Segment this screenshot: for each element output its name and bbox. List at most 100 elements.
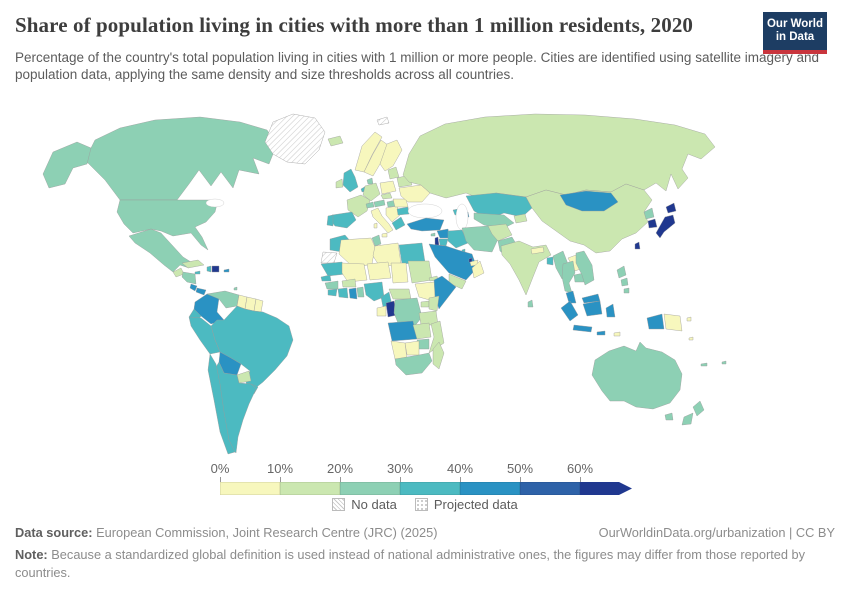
country-namibia[interactable] bbox=[390, 340, 408, 360]
country-gabon[interactable] bbox=[376, 305, 387, 317]
country-solomon-islands[interactable] bbox=[688, 336, 694, 341]
country-ghana[interactable] bbox=[348, 287, 358, 300]
country-vietnam[interactable] bbox=[575, 250, 595, 286]
country-chile[interactable] bbox=[207, 353, 236, 455]
country-south-korea[interactable] bbox=[647, 218, 658, 229]
country-sudan[interactable] bbox=[407, 260, 433, 284]
country-denmark[interactable] bbox=[366, 177, 374, 185]
country-united-states[interactable] bbox=[116, 199, 219, 251]
country-tunisia[interactable] bbox=[371, 234, 382, 247]
country-timor[interactable] bbox=[613, 331, 621, 337]
country-japan-hokkaido[interactable] bbox=[665, 202, 677, 214]
owid-url-link[interactable]: OurWorldinData.org/urbanization | CC BY bbox=[598, 525, 835, 540]
country-thailand[interactable] bbox=[561, 260, 576, 294]
country-png-islands[interactable] bbox=[686, 316, 692, 322]
country-south-africa[interactable] bbox=[394, 352, 433, 376]
country-france[interactable] bbox=[346, 194, 371, 218]
country-western-sahara[interactable] bbox=[320, 251, 338, 264]
country-iceland[interactable] bbox=[327, 135, 344, 147]
projected-data-key[interactable]: Projected data bbox=[414, 497, 518, 512]
country-poland[interactable] bbox=[379, 180, 397, 195]
country-austria[interactable] bbox=[373, 199, 386, 208]
legend-bin-40-50%[interactable] bbox=[460, 482, 520, 495]
country-alaska[interactable] bbox=[42, 141, 92, 189]
country-bangladesh[interactable] bbox=[546, 256, 554, 266]
country-afghanistan[interactable] bbox=[487, 223, 513, 242]
country-chad[interactable] bbox=[390, 262, 409, 284]
country-north-korea[interactable] bbox=[643, 207, 655, 220]
country-united-kingdom[interactable] bbox=[342, 168, 359, 193]
country-botswana[interactable] bbox=[404, 340, 420, 356]
country-niger[interactable] bbox=[366, 261, 392, 281]
world-choropleth-map[interactable] bbox=[25, 112, 835, 462]
country-costa-rica[interactable] bbox=[189, 283, 198, 292]
country-malaysia[interactable] bbox=[565, 290, 577, 304]
country-taiwan[interactable] bbox=[634, 241, 641, 250]
country-russia[interactable] bbox=[402, 113, 716, 200]
country-kenya[interactable] bbox=[428, 295, 440, 312]
country-burkina-faso[interactable] bbox=[341, 278, 357, 288]
country-indonesia-sulawesi[interactable] bbox=[605, 303, 616, 318]
country-new-zealand-north[interactable] bbox=[692, 400, 705, 417]
country-sicily[interactable] bbox=[381, 232, 388, 238]
country-germany[interactable] bbox=[362, 182, 381, 202]
country-turkey[interactable] bbox=[406, 217, 445, 232]
country-togo-benin[interactable] bbox=[356, 286, 365, 298]
country-mali[interactable] bbox=[341, 262, 368, 283]
country-philippines[interactable] bbox=[616, 265, 627, 279]
legend-bin-60%+[interactable] bbox=[580, 482, 632, 495]
country-somalia[interactable] bbox=[433, 275, 457, 310]
country-japan[interactable] bbox=[655, 214, 676, 239]
country-mexico[interactable] bbox=[128, 228, 192, 273]
country-fiji[interactable] bbox=[721, 360, 727, 365]
country-oman[interactable] bbox=[471, 260, 485, 279]
country-indonesia-papua[interactable] bbox=[646, 313, 665, 330]
country-sri-lanka[interactable] bbox=[527, 299, 534, 308]
country-spain[interactable] bbox=[329, 211, 357, 229]
country-iraq[interactable] bbox=[447, 229, 469, 249]
country-indonesia-java[interactable] bbox=[572, 324, 593, 333]
country-haiti[interactable] bbox=[206, 265, 212, 273]
country-indonesia-sumatra[interactable] bbox=[560, 300, 579, 322]
country-senegal[interactable] bbox=[320, 274, 332, 282]
country-honduras[interactable] bbox=[181, 271, 197, 285]
no-data-key[interactable]: No data bbox=[332, 497, 397, 512]
country-sardinia[interactable] bbox=[373, 222, 378, 229]
country-china[interactable] bbox=[525, 183, 653, 254]
legend-bin-10-20%[interactable] bbox=[280, 482, 340, 495]
country-yemen[interactable] bbox=[448, 273, 467, 290]
country-philippines-3[interactable] bbox=[623, 287, 630, 294]
country-madagascar[interactable] bbox=[432, 341, 445, 370]
country-philippines-2[interactable] bbox=[620, 277, 629, 287]
legend-bin-20-30%[interactable] bbox=[340, 482, 400, 495]
country-new-zealand-south[interactable] bbox=[681, 412, 694, 426]
country-paraguay[interactable] bbox=[236, 370, 252, 384]
country-cuba[interactable] bbox=[181, 259, 205, 269]
country-canada[interactable] bbox=[84, 116, 278, 201]
country-tasmania[interactable] bbox=[664, 412, 674, 421]
country-ivory-coast[interactable] bbox=[337, 287, 349, 299]
legend-bin-30-40%[interactable] bbox=[400, 482, 460, 495]
country-central-african-republic[interactable] bbox=[388, 288, 412, 300]
country-nigeria[interactable] bbox=[363, 281, 385, 302]
country-czechia[interactable] bbox=[380, 192, 393, 200]
country-zambia[interactable] bbox=[412, 322, 432, 340]
country-switzerland[interactable] bbox=[365, 201, 375, 209]
country-india[interactable] bbox=[500, 240, 552, 296]
country-bulgaria[interactable] bbox=[396, 206, 410, 216]
country-uganda[interactable] bbox=[420, 300, 430, 308]
country-greece[interactable] bbox=[391, 216, 406, 231]
country-angola[interactable] bbox=[387, 320, 418, 342]
country-indonesia-kalimantan[interactable] bbox=[582, 300, 603, 317]
country-sierra-leone[interactable] bbox=[327, 288, 338, 297]
country-libya[interactable] bbox=[372, 242, 402, 268]
country-cyprus[interactable] bbox=[430, 232, 436, 237]
country-greenland[interactable] bbox=[264, 113, 326, 165]
country-dominican-republic[interactable] bbox=[211, 265, 220, 273]
country-jamaica[interactable] bbox=[194, 270, 201, 275]
country-papua-new-guinea[interactable] bbox=[663, 313, 683, 332]
country-baltics[interactable] bbox=[387, 166, 400, 180]
country-ireland[interactable] bbox=[335, 178, 344, 189]
country-portugal[interactable] bbox=[326, 214, 334, 227]
country-guinea[interactable] bbox=[324, 280, 339, 290]
